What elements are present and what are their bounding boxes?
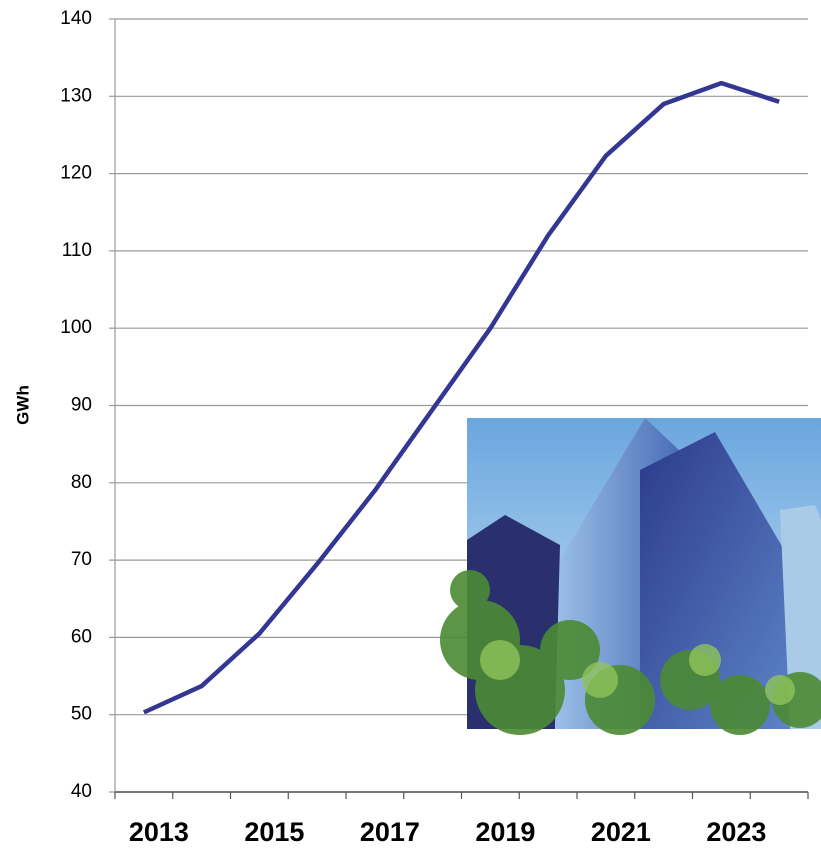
y-tick-label: 120	[60, 163, 92, 184]
x-tick-label: 2015	[244, 817, 304, 847]
y-tick-label: 110	[62, 240, 92, 261]
x-tick-label: 2021	[591, 817, 651, 847]
y-tick-label: 140	[60, 8, 92, 29]
y-tick-label: 130	[60, 85, 92, 106]
x-tick-label: 2013	[129, 817, 189, 847]
y-tick-label: 50	[71, 704, 92, 725]
y-tick-label: 70	[71, 549, 92, 570]
x-tick-label: 2023	[706, 817, 766, 847]
building-photo	[440, 418, 821, 735]
y-tick-label: 60	[71, 626, 92, 647]
y-tick-label: 40	[71, 781, 92, 802]
x-tick-label: 2019	[475, 817, 535, 847]
y-tick-label: 80	[71, 472, 92, 493]
x-tick-label: 2017	[360, 817, 420, 847]
y-tick-label: 90	[71, 395, 92, 416]
y-tick-label: 100	[60, 317, 92, 338]
y-axis-label: GWh	[13, 385, 32, 425]
data-line	[142, 80, 780, 715]
